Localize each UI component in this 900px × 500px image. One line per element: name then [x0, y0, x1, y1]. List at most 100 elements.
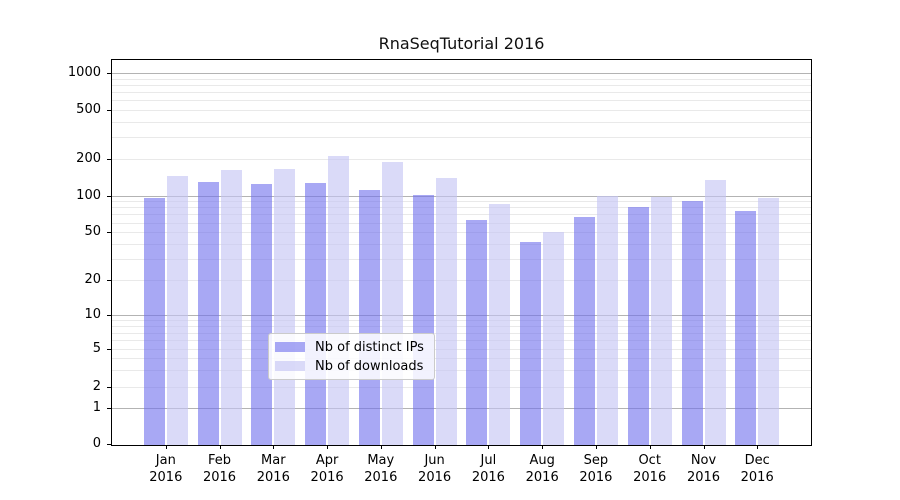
x-axis-tick: [542, 445, 544, 449]
y-tick-label: 200: [76, 150, 101, 166]
x-tick-label: Oct 2016: [633, 453, 667, 485]
bar-distinct-ips: [412, 194, 434, 445]
minor-gridline: [112, 370, 811, 371]
x-axis-tick: [434, 445, 436, 449]
y-tick-label: 5: [92, 341, 101, 357]
bar-distinct-ips: [305, 182, 327, 445]
bar-distinct-ips: [358, 189, 380, 445]
legend: Nb of distinct IPs Nb of downloads: [268, 333, 435, 380]
minor-gridline: [112, 222, 811, 224]
y-axis-tick: [107, 279, 111, 281]
y-axis-tick: [107, 386, 111, 388]
bar-downloads: [650, 196, 672, 445]
minor-gridline: [112, 207, 811, 209]
x-tick-label: Mar 2016: [256, 453, 290, 485]
bar-distinct-ips: [681, 201, 703, 445]
minor-gridline: [112, 349, 811, 351]
minor-gridline: [112, 214, 811, 216]
legend-label-distinct-ips: Nb of distinct IPs: [315, 339, 424, 355]
bar-distinct-ips: [143, 198, 165, 445]
y-tick-label: 500: [76, 102, 101, 118]
plot-area: 1000 500 200 100 50 20 10 5 2 1 0 Jan 2016 Feb 2016 M…: [68, 59, 812, 485]
minor-gridline: [112, 78, 811, 80]
y-tick-label: 50: [84, 224, 101, 240]
y-axis-tick: [107, 444, 111, 445]
bar-downloads: [543, 232, 565, 445]
x-tick-label: Dec 2016: [740, 453, 774, 485]
y-tick-label: 0: [92, 436, 101, 451]
chart-title: RnaSeqTutorial 2016: [378, 34, 545, 53]
minor-gridline: [112, 243, 811, 245]
major-gridline: [112, 195, 811, 197]
x-axis-tick: [488, 445, 490, 449]
minor-gridline: [112, 110, 811, 112]
minor-gridline: [112, 121, 811, 123]
bar-distinct-ips: [520, 242, 542, 445]
x-tick-label: Feb 2016: [202, 453, 237, 485]
minor-gridline: [112, 232, 811, 234]
bar-distinct-ips: [251, 184, 273, 445]
y-tick-label: 2: [92, 378, 101, 394]
minor-gridline: [112, 320, 811, 322]
y-axis-tick: [107, 408, 111, 410]
minor-gridline: [112, 201, 811, 203]
y-axis-tick: [107, 349, 111, 351]
y-tick-label: 1000: [67, 65, 101, 81]
bar-downloads: [489, 203, 511, 445]
y-axis-tick: [107, 195, 111, 197]
x-tick-label: Aug 2016: [525, 453, 559, 485]
bar-distinct-ips: [573, 216, 595, 445]
minor-gridline: [112, 92, 811, 94]
x-axis-tick: [273, 445, 275, 449]
major-gridline: [112, 315, 811, 317]
x-axis-tick: [595, 445, 597, 449]
legend-entry-downloads: Nb of downloads: [275, 358, 424, 374]
y-tick-label: 10: [84, 307, 101, 323]
x-tick-label: May 2016: [364, 453, 398, 485]
bar-distinct-ips: [466, 219, 488, 445]
bar-distinct-ips: [735, 211, 757, 445]
bar-downloads: [274, 169, 296, 445]
x-axis-tick: [757, 445, 759, 449]
major-gridline: [112, 408, 811, 410]
minor-gridline: [112, 340, 811, 342]
y-axis-tick: [107, 110, 111, 112]
y-tick-label: 1: [92, 400, 101, 416]
bar-downloads: [166, 175, 188, 445]
legend-label-downloads: Nb of downloads: [315, 358, 424, 374]
legend-swatch-distinct-ips: [275, 342, 305, 352]
minor-gridline: [112, 279, 811, 281]
legend-swatch-downloads: [275, 361, 305, 371]
x-axis-tick: [380, 445, 382, 449]
minor-gridline: [112, 358, 811, 360]
y-axis-tick: [107, 158, 111, 160]
bar-downloads: [758, 197, 780, 445]
minor-gridline: [112, 326, 811, 328]
x-axis-tick: [219, 445, 221, 449]
minor-gridline: [112, 332, 811, 334]
x-axis-tick: [327, 445, 329, 449]
minor-gridline: [112, 158, 811, 160]
x-axis-tick: [649, 445, 651, 449]
bar-distinct-ips: [627, 207, 649, 445]
x-tick-label: Jun 2016: [418, 453, 452, 485]
x-axis-tick: [703, 445, 705, 449]
x-axis-tick: [165, 445, 167, 449]
x-tick-label: Apr 2016: [310, 453, 344, 485]
minor-gridline: [112, 100, 811, 102]
y-axis-tick: [107, 73, 111, 75]
x-tick-label: Jan 2016: [149, 453, 183, 485]
bar-distinct-ips: [197, 182, 219, 445]
y-axis-tick: [107, 232, 111, 234]
bar-downloads: [596, 195, 618, 445]
minor-gridline: [112, 137, 811, 139]
x-tick-label: Jul 2016: [471, 453, 505, 485]
x-tick-label: Sep 2016: [579, 453, 613, 485]
y-tick-label: 100: [76, 187, 101, 203]
bar-downloads: [220, 170, 242, 445]
minor-gridline: [112, 85, 811, 86]
x-tick-label: Nov 2016: [686, 453, 721, 485]
major-gridline: [112, 73, 811, 75]
bar-downloads: [704, 179, 726, 445]
